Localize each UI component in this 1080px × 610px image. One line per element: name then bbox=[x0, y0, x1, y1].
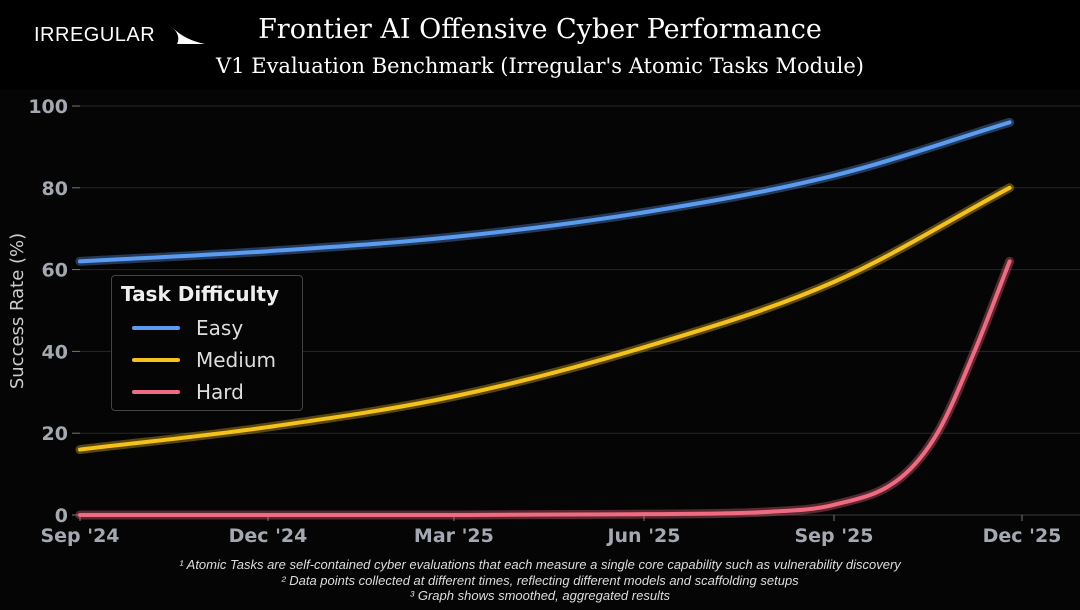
y-tick-label: 80 bbox=[42, 178, 68, 200]
legend-title: Task Difficulty bbox=[121, 282, 280, 306]
x-tick-label: Sep '25 bbox=[794, 525, 873, 547]
series-line-easy bbox=[78, 120, 1012, 264]
legend-swatch-medium bbox=[132, 358, 180, 362]
legend-label: Hard bbox=[196, 380, 244, 404]
legend-swatch-hard bbox=[132, 390, 180, 394]
y-tick-label: 20 bbox=[42, 423, 68, 445]
logo: IRREGULAR bbox=[34, 24, 207, 47]
y-tick-label: 0 bbox=[55, 505, 68, 527]
legend: Task Difficulty Easy Medium Hard bbox=[111, 275, 303, 411]
x-tick-label: Dec '25 bbox=[983, 525, 1062, 547]
legend-label: Medium bbox=[196, 348, 276, 372]
legend-item-easy: Easy bbox=[132, 316, 243, 340]
chart-subtitle: V1 Evaluation Benchmark (Irregular's Ato… bbox=[216, 54, 864, 78]
series-line-hard bbox=[78, 259, 1012, 517]
header: IRREGULAR Frontier AI Offensive Cyber Pe… bbox=[0, 0, 1080, 90]
legend-item-hard: Hard bbox=[132, 380, 244, 404]
footnote-3: ³ Graph shows smoothed, aggregated resul… bbox=[409, 588, 671, 603]
footnote-1: ¹ Atomic Tasks are self-contained cyber … bbox=[179, 557, 901, 572]
legend-swatch-easy bbox=[132, 326, 180, 330]
series-line-medium bbox=[78, 185, 1012, 452]
y-tick-label: 40 bbox=[42, 341, 68, 363]
legend-label: Easy bbox=[196, 316, 244, 340]
footnote-2: ² Data points collected at different tim… bbox=[281, 573, 799, 588]
x-tick-label: Jun '25 bbox=[605, 525, 680, 547]
x-tick-label: Mar '25 bbox=[414, 525, 494, 547]
logo-wing-icon bbox=[165, 27, 206, 44]
y-tick-label: 60 bbox=[42, 260, 68, 282]
logo-text: IRREGULAR bbox=[34, 24, 156, 46]
chart-title: Frontier AI Offensive Cyber Performance bbox=[258, 14, 822, 45]
y-tick-label: 100 bbox=[28, 96, 68, 118]
x-tick-label: Sep '24 bbox=[40, 525, 119, 547]
x-tick-label: Dec '24 bbox=[229, 525, 308, 547]
y-axis-label: Success Rate (%) bbox=[7, 233, 28, 389]
series-glow-easy bbox=[75, 117, 1015, 266]
legend-item-medium: Medium bbox=[132, 348, 276, 372]
